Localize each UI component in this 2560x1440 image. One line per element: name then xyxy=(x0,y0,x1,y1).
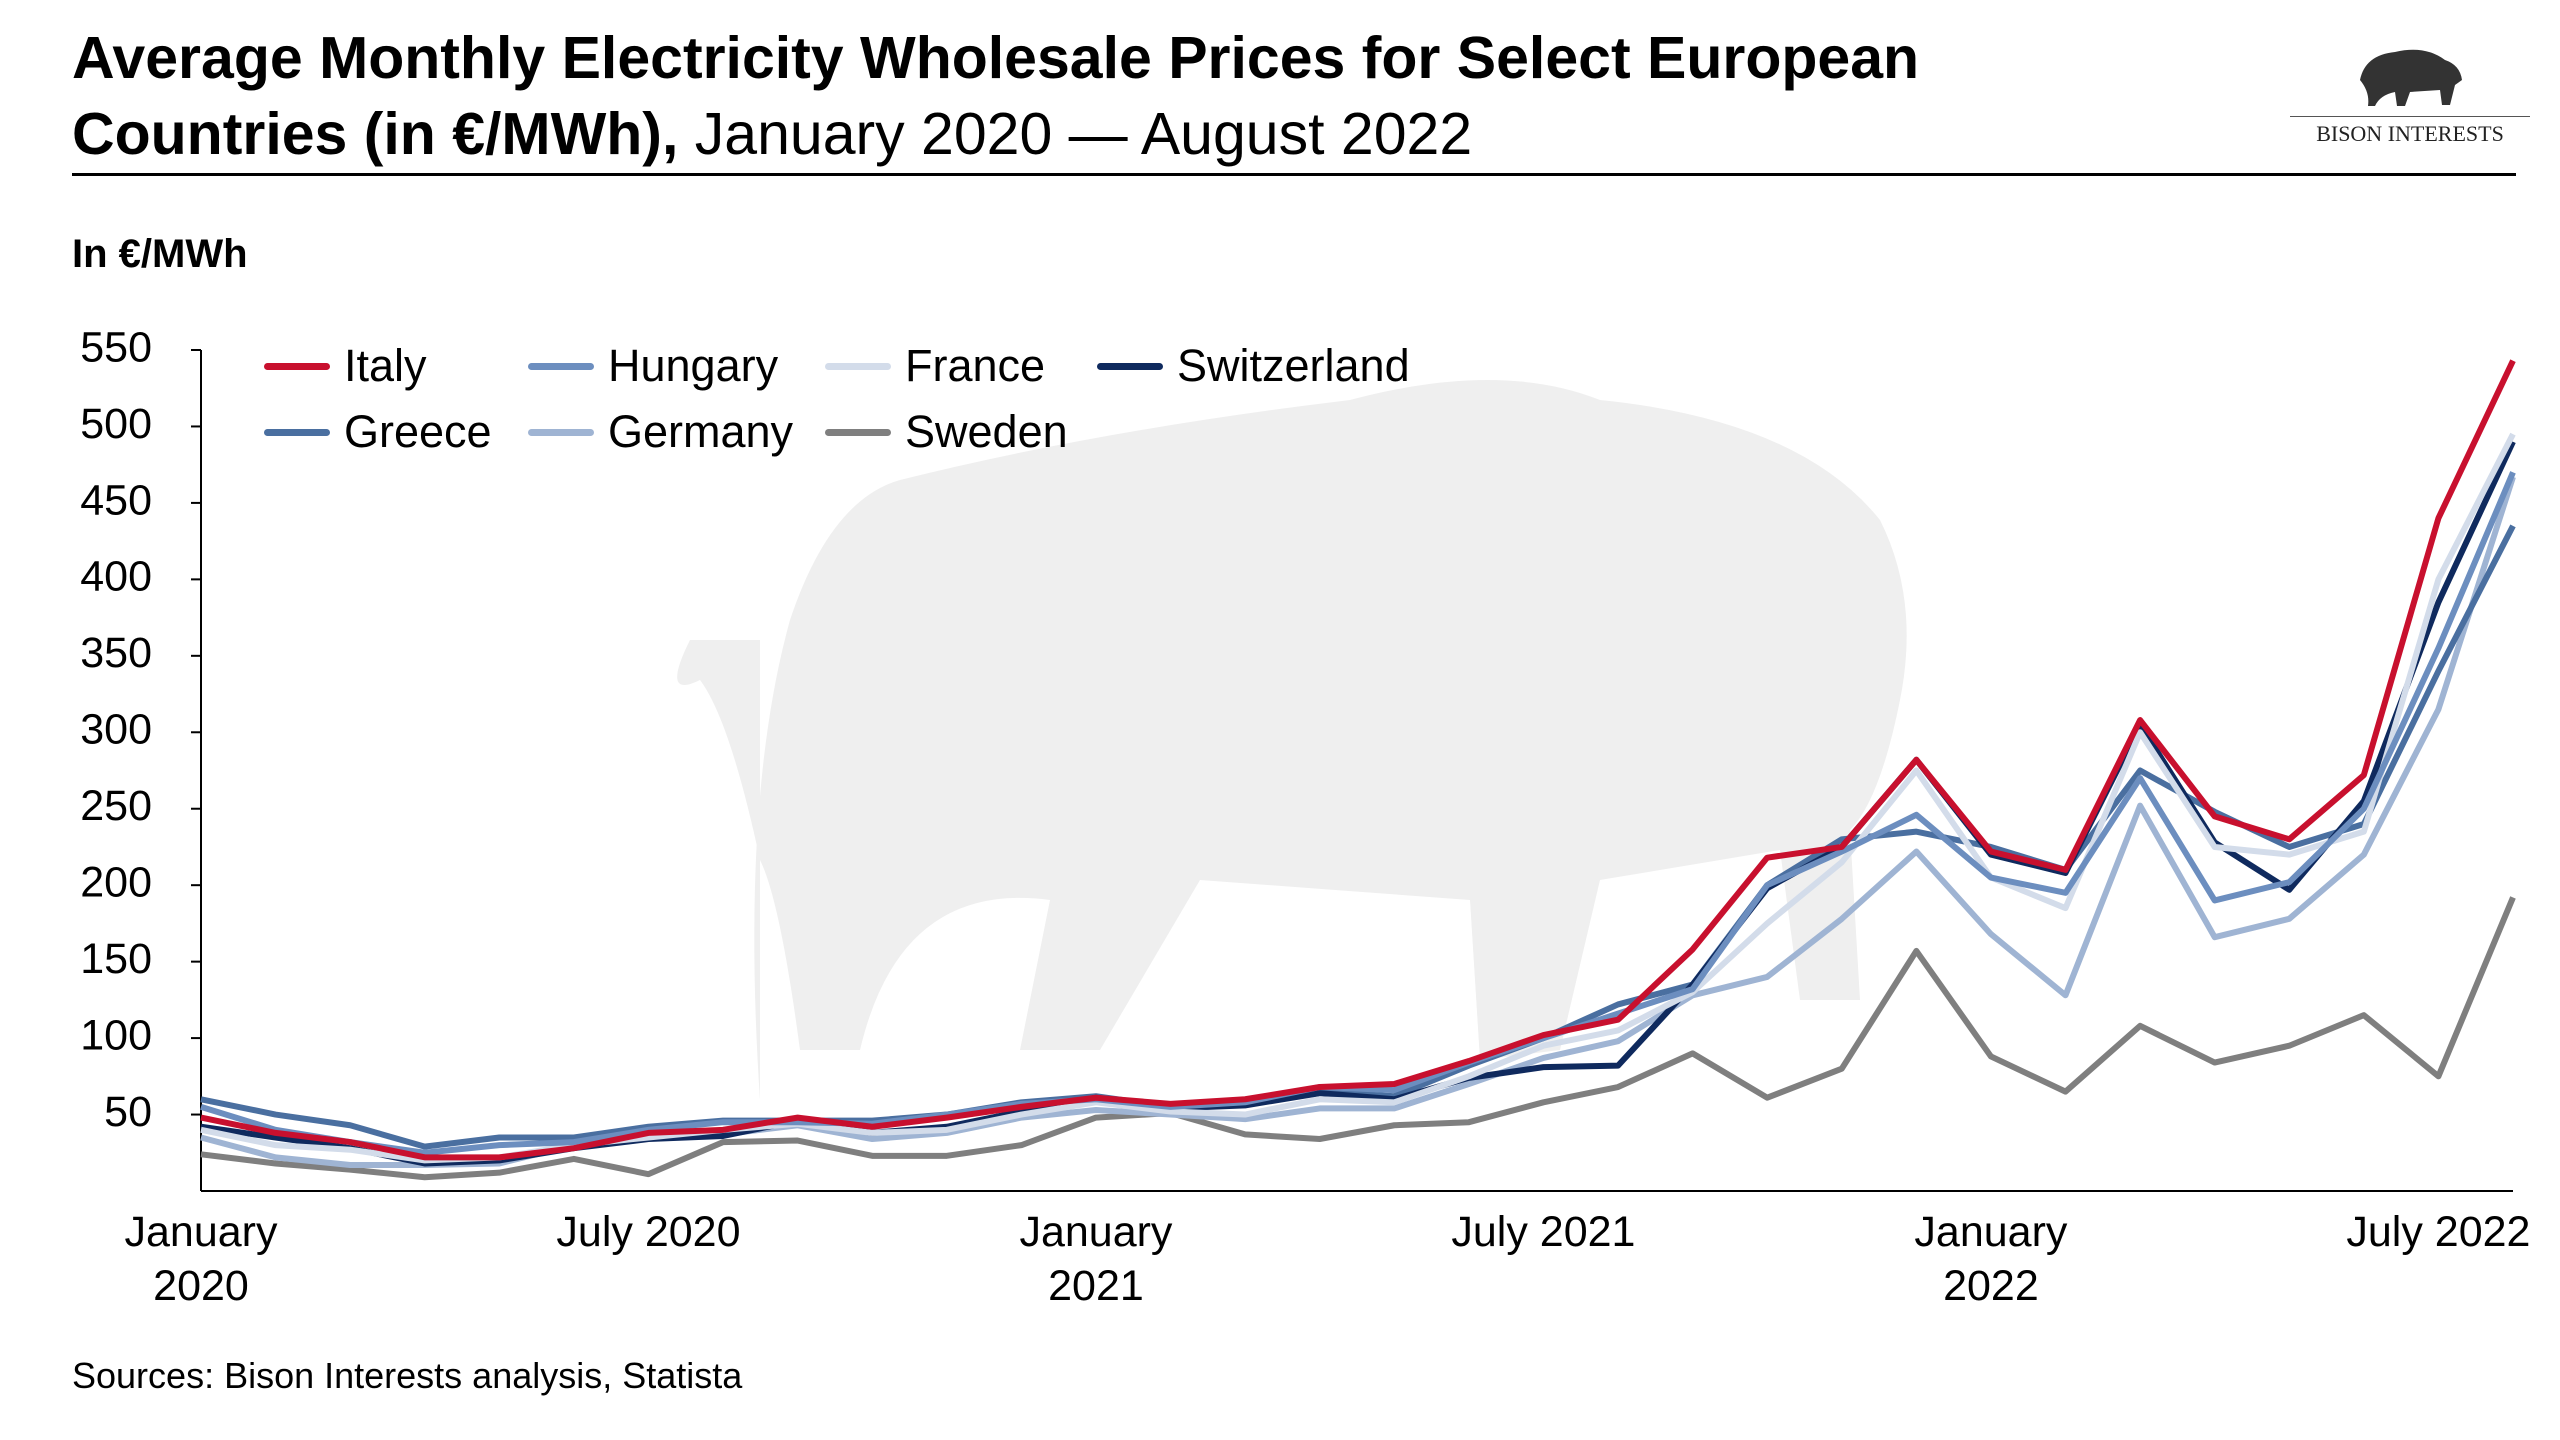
legend-item: Switzerland xyxy=(1097,340,1410,392)
chart-title: Average Monthly Electricity Wholesale Pr… xyxy=(72,25,1920,167)
legend-item: Italy xyxy=(264,340,427,392)
x-tick-label: January 2022 xyxy=(1914,1208,2068,1310)
y-axis-label: In €/MWh xyxy=(72,232,248,276)
series-line xyxy=(200,896,2516,1181)
legend-label: Greece xyxy=(344,406,492,457)
x-tick-label: January 2020 xyxy=(124,1208,278,1310)
legend-item: Sweden xyxy=(825,406,1068,458)
legend-swatch xyxy=(264,362,330,370)
title-rule xyxy=(72,173,2516,176)
legend-label: Hungary xyxy=(608,340,779,391)
legend-swatch xyxy=(528,362,594,370)
y-tick-label: 250 xyxy=(80,782,152,830)
y-tick-label: 550 xyxy=(80,323,152,371)
legend-swatch xyxy=(528,428,594,436)
series-line xyxy=(200,471,2516,1156)
series-line xyxy=(200,359,2516,1161)
legend-item: Hungary xyxy=(528,340,778,392)
y-tick-label: 100 xyxy=(80,1011,152,1059)
legend-swatch xyxy=(1097,362,1163,370)
watermark xyxy=(677,380,1907,1100)
logo-text: BISON INTERESTS xyxy=(2290,116,2530,147)
x-tick-label: July 2021 xyxy=(1451,1208,1636,1256)
chart-subtitle: January 2020 — August 2022 xyxy=(694,101,1473,167)
legend-item: Greece xyxy=(264,406,492,458)
x-tick-label: January 2021 xyxy=(1019,1208,1173,1310)
legend-item: Germany xyxy=(528,406,793,458)
y-tick-label: 350 xyxy=(80,629,152,677)
y-tick-label: 400 xyxy=(80,553,152,601)
legend-label: Sweden xyxy=(905,406,1068,457)
y-tick-label: 500 xyxy=(80,400,152,448)
x-tick-label: July 2020 xyxy=(556,1208,741,1256)
legend-label: Italy xyxy=(344,340,427,391)
y-tick-label: 200 xyxy=(80,859,152,907)
legend-label: Germany xyxy=(608,406,794,457)
source-note: Sources: Bison Interests analysis, Stati… xyxy=(72,1355,743,1396)
y-tick-label: 300 xyxy=(80,706,152,754)
y-tick-label: 450 xyxy=(80,476,152,524)
title-block: Average Monthly Electricity Wholesale Pr… xyxy=(72,20,2072,172)
logo-icon xyxy=(2360,49,2462,106)
logo: BISON INTERESTS xyxy=(2290,40,2530,147)
legend-label: Switzerland xyxy=(1177,340,1410,391)
y-tick-label: 150 xyxy=(80,935,152,983)
legend-item: France xyxy=(825,340,1045,392)
legend-label: France xyxy=(905,340,1046,391)
legend-swatch xyxy=(264,428,330,436)
legend-swatch xyxy=(825,428,891,436)
legend-swatch xyxy=(825,362,891,370)
y-tick-label: 50 xyxy=(104,1088,152,1136)
x-tick-label: July 2022 xyxy=(2346,1208,2531,1256)
